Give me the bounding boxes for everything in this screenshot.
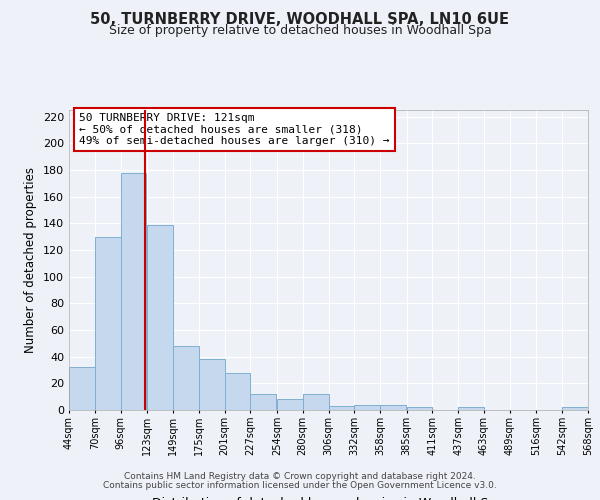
Bar	[277, 400, 303, 410]
Bar	[329, 406, 354, 410]
Bar	[121, 172, 146, 410]
Bar	[95, 236, 121, 410]
Y-axis label: Number of detached properties: Number of detached properties	[25, 167, 37, 353]
Text: Contains HM Land Registry data © Crown copyright and database right 2024.: Contains HM Land Registry data © Crown c…	[124, 472, 476, 481]
Bar	[407, 408, 433, 410]
Text: Size of property relative to detached houses in Woodhall Spa: Size of property relative to detached ho…	[109, 24, 491, 37]
Bar	[224, 372, 250, 410]
Bar	[199, 360, 224, 410]
Bar	[173, 346, 199, 410]
Text: Contains public sector information licensed under the Open Government Licence v3: Contains public sector information licen…	[103, 481, 497, 490]
Text: 50, TURNBERRY DRIVE, WOODHALL SPA, LN10 6UE: 50, TURNBERRY DRIVE, WOODHALL SPA, LN10 …	[91, 12, 509, 28]
Bar	[250, 394, 276, 410]
Bar	[562, 408, 588, 410]
Text: 50 TURNBERRY DRIVE: 121sqm
← 50% of detached houses are smaller (318)
49% of sem: 50 TURNBERRY DRIVE: 121sqm ← 50% of deta…	[79, 113, 390, 146]
Bar	[458, 408, 484, 410]
Bar	[303, 394, 329, 410]
Bar	[380, 404, 406, 410]
Bar	[69, 368, 95, 410]
Bar	[147, 224, 173, 410]
Bar	[354, 404, 380, 410]
X-axis label: Distribution of detached houses by size in Woodhall Spa: Distribution of detached houses by size …	[152, 496, 505, 500]
